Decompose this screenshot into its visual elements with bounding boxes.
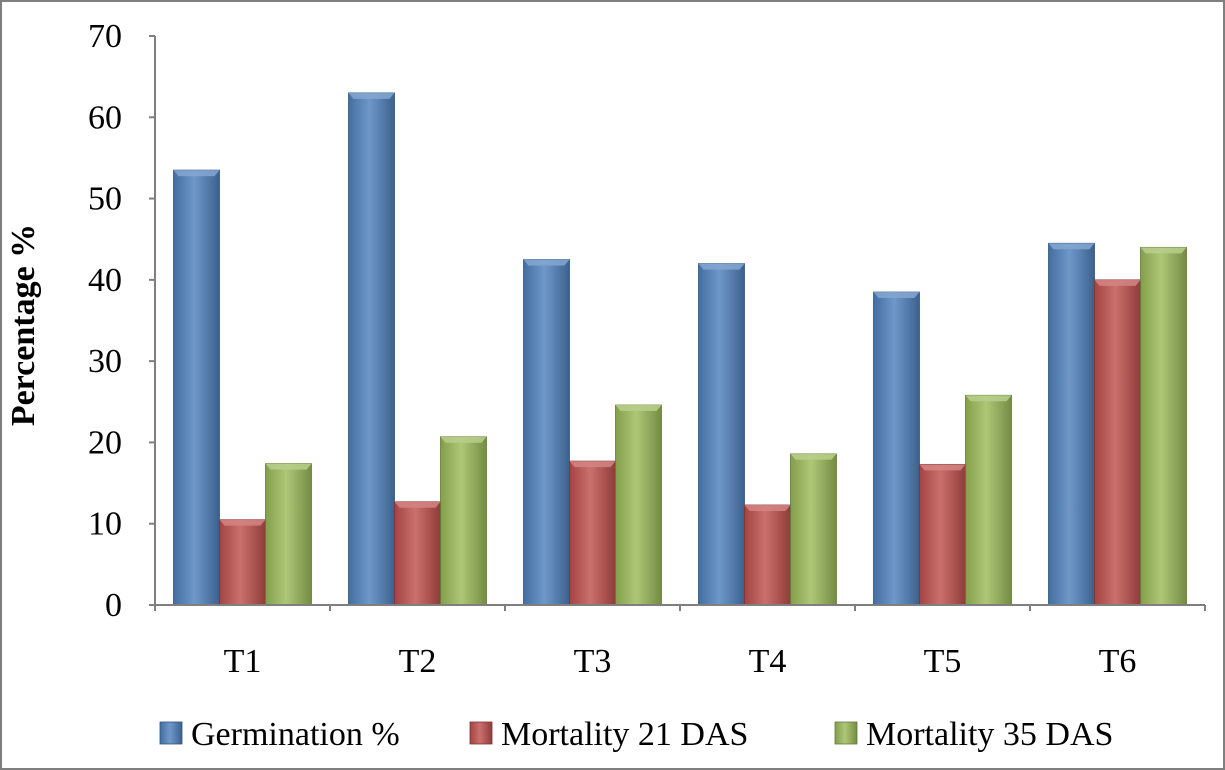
bar-cap bbox=[1094, 279, 1141, 286]
y-tick-label: 10 bbox=[88, 506, 122, 543]
bar-cap bbox=[744, 505, 791, 512]
y-tick-label: 20 bbox=[88, 424, 122, 461]
bar-T1-series-1 bbox=[173, 169, 220, 606]
y-tick-label: 30 bbox=[88, 343, 122, 380]
bar-cap bbox=[790, 453, 837, 460]
bar-cap bbox=[523, 259, 570, 266]
y-axis-title: Percentage % bbox=[5, 224, 42, 426]
labels-layer: 0 10 20 30 40 50 60 70 T1 T2 T3 T4 T5 T6 bbox=[88, 18, 1136, 680]
bar-T6-series-1 bbox=[1048, 242, 1095, 606]
bar-cap bbox=[698, 263, 745, 270]
bar-T3-series-1 bbox=[523, 259, 570, 606]
bar-cap bbox=[173, 170, 220, 177]
x-tick-label: T3 bbox=[574, 643, 612, 680]
bar-T2-series-2 bbox=[394, 501, 441, 606]
legend-swatch bbox=[159, 721, 183, 745]
legend-swatch bbox=[469, 721, 493, 745]
bars-layer bbox=[173, 92, 1187, 606]
bar-cap bbox=[219, 519, 266, 526]
bar-T2-series-1 bbox=[348, 92, 395, 606]
bar-T4-series-1 bbox=[698, 263, 745, 606]
bar-T4-series-3 bbox=[790, 453, 837, 606]
y-tick-label: 70 bbox=[88, 18, 122, 55]
legend-label: Germination % bbox=[191, 716, 400, 753]
x-tick-label: T5 bbox=[924, 643, 962, 680]
bar-cap bbox=[265, 463, 312, 470]
bar-T3-series-3 bbox=[615, 404, 662, 606]
bar-cap bbox=[394, 501, 441, 508]
legend-swatch bbox=[834, 721, 858, 745]
bar-cap bbox=[615, 405, 662, 412]
x-tick-label: T6 bbox=[1099, 643, 1137, 680]
legend-label: Mortality 21 DAS bbox=[501, 716, 748, 753]
legend-label: Mortality 35 DAS bbox=[866, 716, 1113, 753]
y-tick-label: 60 bbox=[88, 99, 122, 136]
bar-T5-series-1 bbox=[873, 291, 920, 606]
y-tick-label: 50 bbox=[88, 181, 122, 218]
bar-T1-series-2 bbox=[219, 519, 266, 606]
y-tick-label: 40 bbox=[88, 262, 122, 299]
x-tick-label: T4 bbox=[749, 643, 787, 680]
bar-cap bbox=[1048, 243, 1095, 250]
bar-cap bbox=[348, 92, 395, 99]
bar-T6-series-3 bbox=[1140, 246, 1187, 606]
bar-cap bbox=[569, 461, 616, 468]
x-tick-label: T2 bbox=[399, 643, 437, 680]
axes-layer bbox=[149, 35, 1206, 611]
bar-T5-series-3 bbox=[965, 394, 1012, 606]
bar-T2-series-3 bbox=[440, 436, 487, 606]
bar-cap bbox=[1140, 247, 1187, 254]
bar-cap bbox=[965, 395, 1012, 402]
bar-T4-series-2 bbox=[744, 504, 791, 606]
bar-T5-series-2 bbox=[919, 463, 966, 606]
x-tick-label: T1 bbox=[224, 643, 262, 680]
y-tick-label: 0 bbox=[105, 587, 122, 624]
bar-T3-series-2 bbox=[569, 460, 616, 606]
bar-T6-series-2 bbox=[1094, 279, 1141, 606]
bar-cap bbox=[873, 292, 920, 299]
bar-cap bbox=[440, 436, 487, 443]
legend: Germination % Mortality 21 DAS Mortality 3… bbox=[159, 716, 1113, 753]
bar-cap bbox=[919, 464, 966, 471]
bar-T1-series-3 bbox=[265, 463, 312, 606]
